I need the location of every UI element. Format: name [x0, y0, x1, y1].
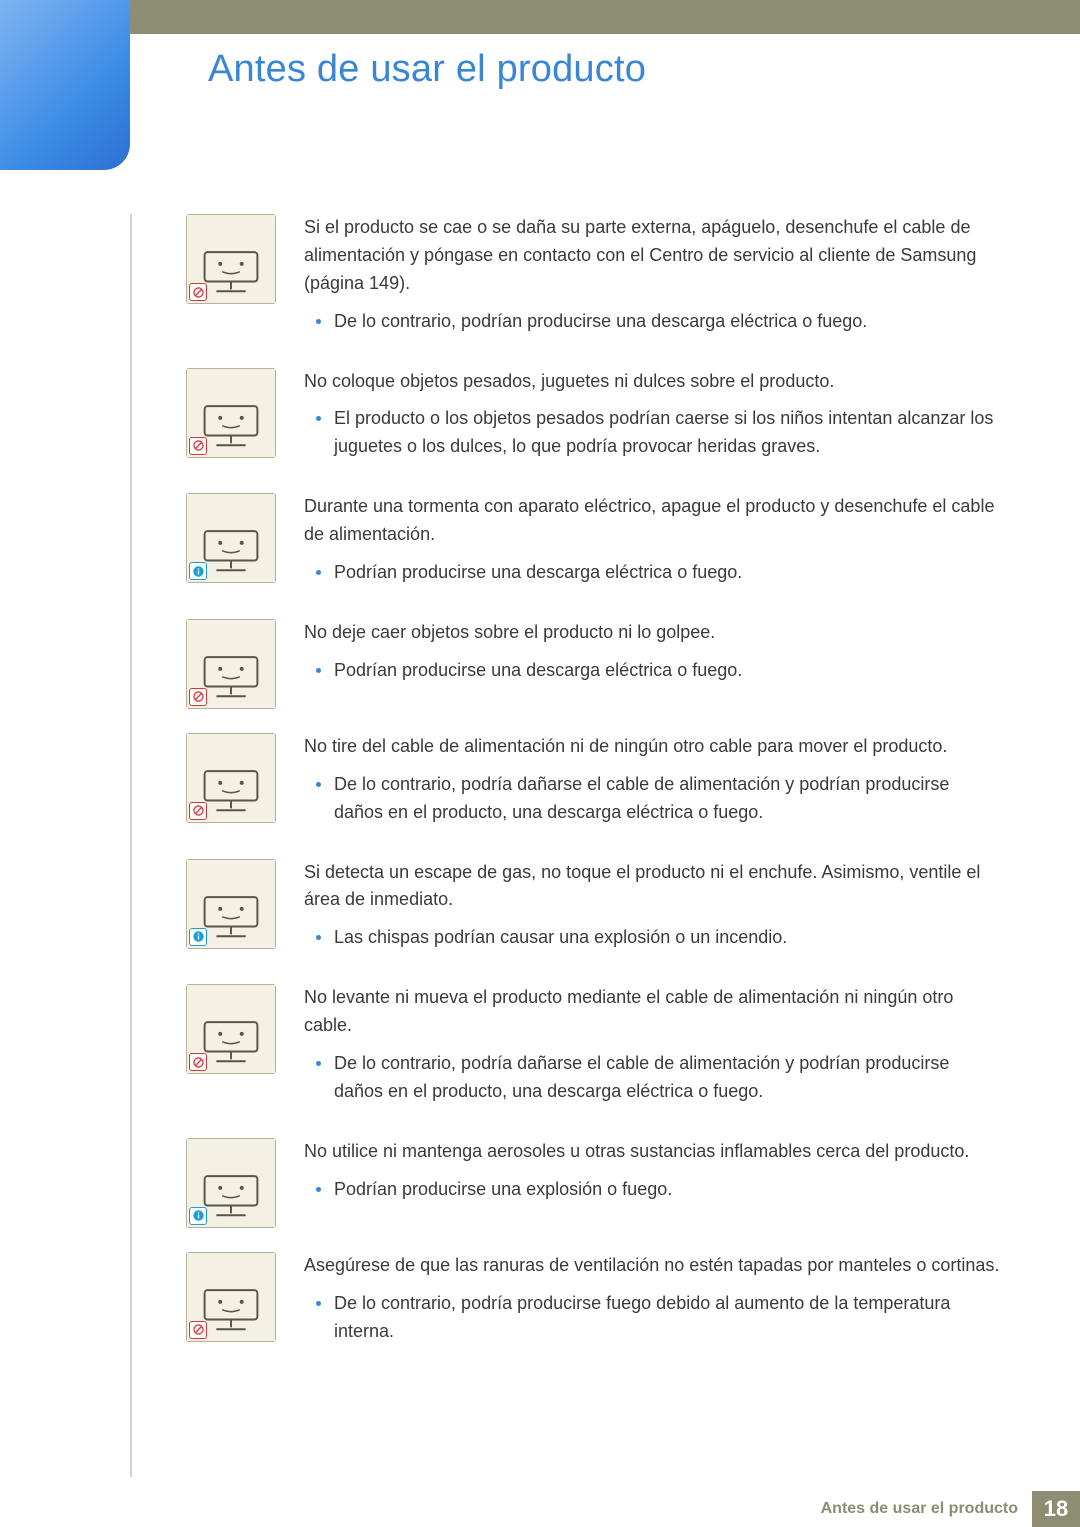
safety-illustration [186, 493, 276, 583]
safety-item: No levante ni mueva el producto mediante… [186, 984, 1002, 1114]
info-icon [189, 1207, 207, 1225]
safety-bullet-list: Podrían producirse una descarga eléctric… [304, 657, 1002, 685]
safety-item: Si detecta un escape de gas, no toque el… [186, 859, 1002, 961]
safety-text: Durante una tormenta con aparato eléctri… [304, 493, 1002, 595]
safety-bullet: De lo contrario, podría dañarse el cable… [334, 771, 1002, 827]
info-icon [189, 562, 207, 580]
safety-intro: Si el producto se cae o se daña su parte… [304, 214, 1002, 298]
footer-section-title: Antes de usar el producto [821, 1491, 1032, 1527]
safety-bullet-list: Las chispas podrían causar una explosión… [304, 924, 1002, 952]
footer-page-number: 18 [1032, 1491, 1080, 1527]
info-icon [189, 928, 207, 946]
safety-bullet-list: De lo contrario, podría dañarse el cable… [304, 1050, 1002, 1106]
safety-bullet: Las chispas podrían causar una explosión… [334, 924, 1002, 952]
safety-intro: No levante ni mueva el producto mediante… [304, 984, 1002, 1040]
safety-bullet: Podrían producirse una descarga eléctric… [334, 559, 1002, 587]
safety-item: No tire del cable de alimentación ni de … [186, 733, 1002, 835]
safety-illustration [186, 619, 276, 709]
safety-item: No deje caer objetos sobre el producto n… [186, 619, 1002, 709]
safety-bullet: Podrían producirse una explosión o fuego… [334, 1176, 1002, 1204]
safety-bullet: El producto o los objetos pesados podría… [334, 405, 1002, 461]
page: Antes de usar el producto Si el producto… [0, 0, 1080, 1527]
safety-item: No coloque objetos pesados, juguetes ni … [186, 368, 1002, 470]
header-bar [130, 0, 1080, 34]
safety-illustration [186, 859, 276, 949]
safety-intro: Asegúrese de que las ranuras de ventilac… [304, 1252, 1002, 1280]
safety-illustration [186, 214, 276, 304]
safety-intro: Durante una tormenta con aparato eléctri… [304, 493, 1002, 549]
safety-bullet: De lo contrario, podría producirse fuego… [334, 1290, 1002, 1346]
safety-text: Si el producto se cae o se daña su parte… [304, 214, 1002, 344]
safety-text: No utilice ni mantenga aerosoles u otras… [304, 1138, 1002, 1212]
safety-bullet-list: De lo contrario, podría dañarse el cable… [304, 771, 1002, 827]
safety-intro: Si detecta un escape de gas, no toque el… [304, 859, 1002, 915]
safety-bullet: De lo contrario, podrían producirse una … [334, 308, 1002, 336]
page-heading: Antes de usar el producto [208, 48, 646, 91]
safety-text: No deje caer objetos sobre el producto n… [304, 619, 1002, 693]
safety-bullet-list: El producto o los objetos pesados podría… [304, 405, 1002, 461]
chapter-flag [0, 0, 130, 170]
safety-intro: No tire del cable de alimentación ni de … [304, 733, 1002, 761]
safety-text: Asegúrese de que las ranuras de ventilac… [304, 1252, 1002, 1354]
safety-bullet: Podrían producirse una descarga eléctric… [334, 657, 1002, 685]
safety-bullet-list: De lo contrario, podrían producirse una … [304, 308, 1002, 336]
safety-bullet: De lo contrario, podría dañarse el cable… [334, 1050, 1002, 1106]
safety-text: No levante ni mueva el producto mediante… [304, 984, 1002, 1114]
safety-bullet-list: De lo contrario, podría producirse fuego… [304, 1290, 1002, 1346]
safety-intro: No deje caer objetos sobre el producto n… [304, 619, 1002, 647]
safety-item: Durante una tormenta con aparato eléctri… [186, 493, 1002, 595]
safety-intro: No utilice ni mantenga aerosoles u otras… [304, 1138, 1002, 1166]
left-rule [130, 214, 132, 1477]
safety-text: No coloque objetos pesados, juguetes ni … [304, 368, 1002, 470]
prohibit-icon [189, 1321, 207, 1339]
safety-item: Si el producto se cae o se daña su parte… [186, 214, 1002, 344]
safety-text: No tire del cable de alimentación ni de … [304, 733, 1002, 835]
safety-illustration [186, 368, 276, 458]
prohibit-icon [189, 283, 207, 301]
prohibit-icon [189, 1053, 207, 1071]
page-footer: Antes de usar el producto 18 [821, 1491, 1080, 1527]
safety-illustration [186, 984, 276, 1074]
safety-item: Asegúrese de que las ranuras de ventilac… [186, 1252, 1002, 1354]
safety-bullet-list: Podrían producirse una explosión o fuego… [304, 1176, 1002, 1204]
safety-item: No utilice ni mantenga aerosoles u otras… [186, 1138, 1002, 1228]
safety-illustration [186, 733, 276, 823]
prohibit-icon [189, 802, 207, 820]
safety-illustration [186, 1138, 276, 1228]
safety-text: Si detecta un escape de gas, no toque el… [304, 859, 1002, 961]
safety-intro: No coloque objetos pesados, juguetes ni … [304, 368, 1002, 396]
safety-bullet-list: Podrían producirse una descarga eléctric… [304, 559, 1002, 587]
prohibit-icon [189, 688, 207, 706]
safety-illustration [186, 1252, 276, 1342]
prohibit-icon [189, 437, 207, 455]
content-column: Si el producto se cae o se daña su parte… [186, 214, 1002, 1377]
